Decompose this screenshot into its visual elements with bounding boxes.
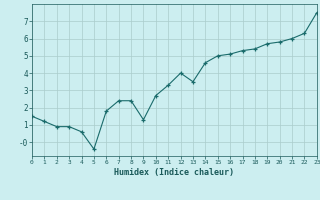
X-axis label: Humidex (Indice chaleur): Humidex (Indice chaleur): [115, 168, 234, 177]
